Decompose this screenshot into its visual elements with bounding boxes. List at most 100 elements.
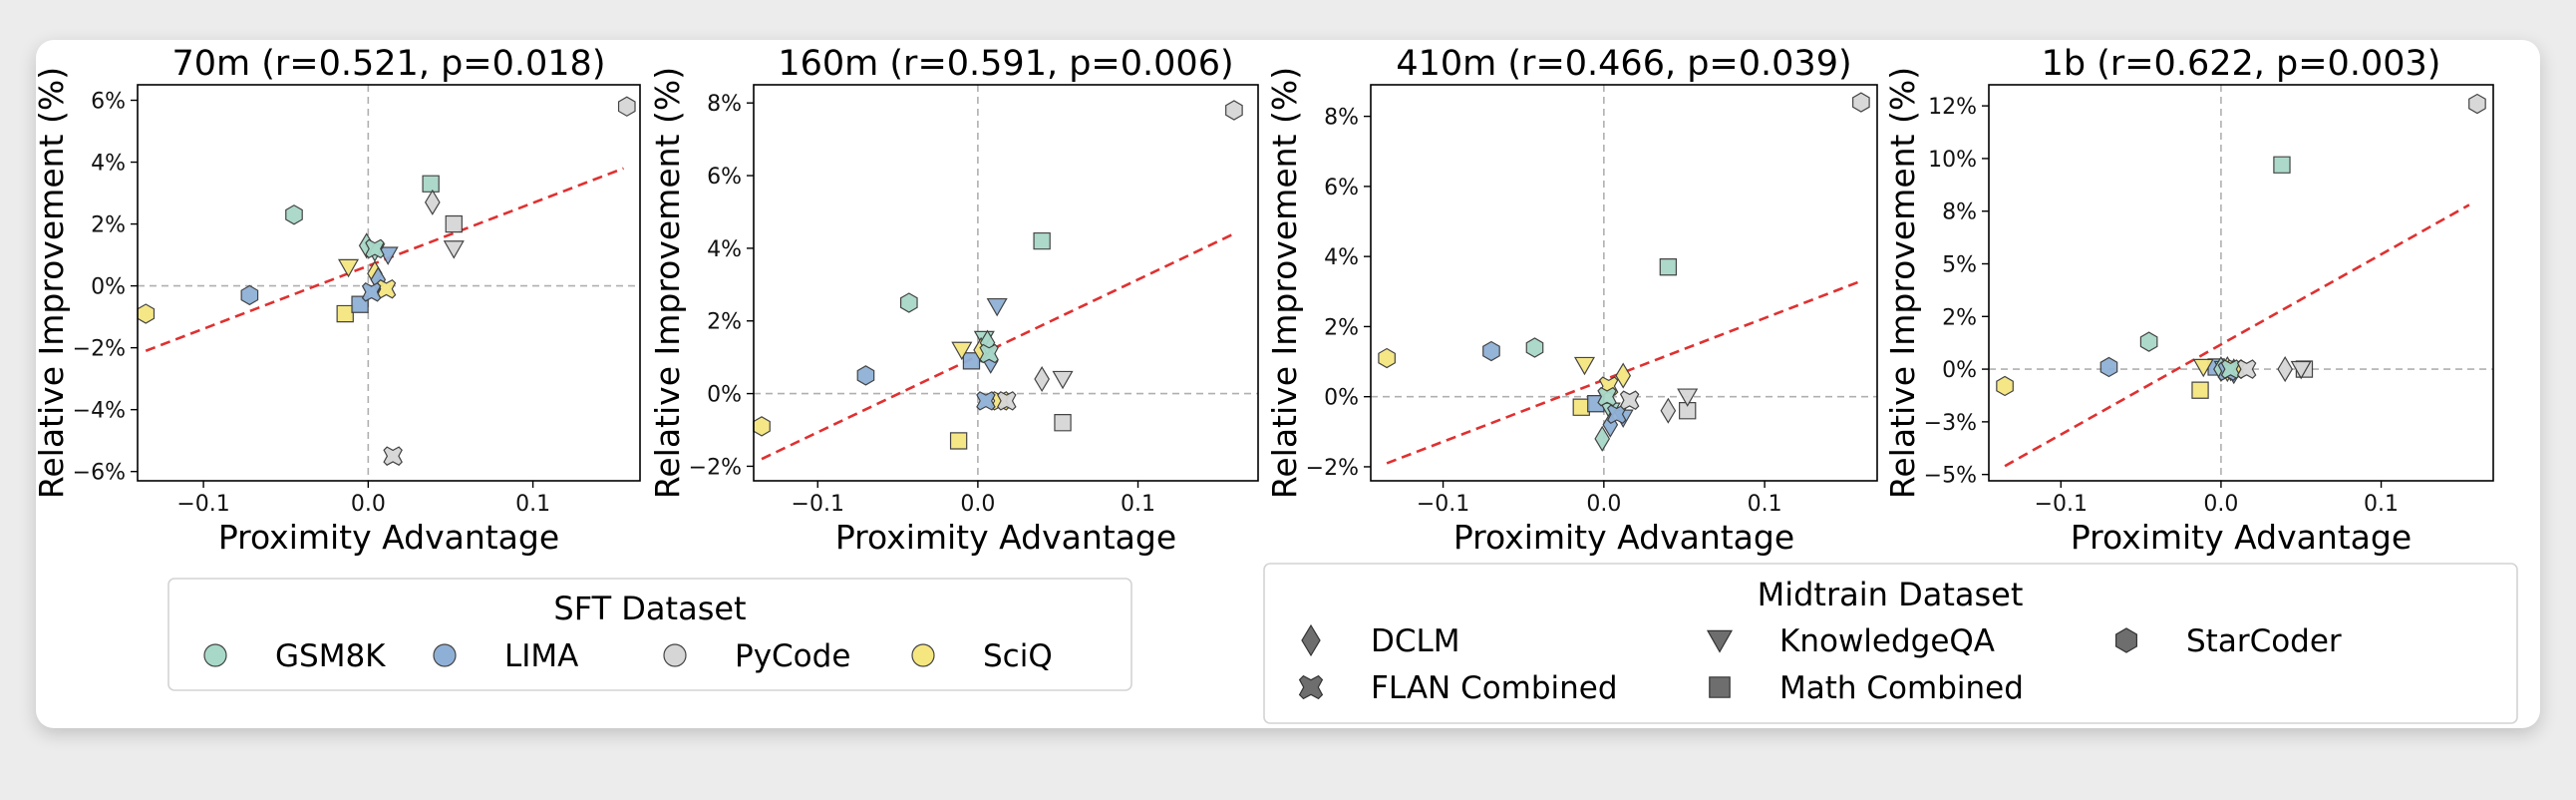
data-point (1852, 92, 1870, 113)
legend-sft-marker (203, 643, 227, 667)
y-axis-label: Relative Improvement (%) (36, 67, 71, 499)
y-tick-label: −5% (1924, 464, 1977, 489)
y-tick-label: 5% (1942, 252, 1977, 277)
y-tick-label: 10% (1928, 148, 1977, 173)
y-tick-label: −2% (73, 337, 126, 362)
data-point (1679, 402, 1697, 420)
legend-midtrain-label: KnowledgeQA (1779, 623, 1995, 659)
data-point (1378, 347, 1396, 369)
data-point (2290, 360, 2312, 380)
x-tick-label: 0.0 (960, 492, 995, 517)
y-tick-label: 12% (1928, 95, 1977, 120)
data-point (336, 304, 354, 323)
data-point (361, 282, 382, 302)
data-point (1034, 365, 1050, 393)
legend-sft-marker (433, 643, 457, 667)
fit-line (145, 167, 624, 352)
data-point (899, 292, 918, 313)
y-tick-label: −2% (1306, 456, 1359, 481)
y-tick-label: 0% (1942, 358, 1977, 383)
axes-frame (1370, 84, 1878, 482)
y-tick-label: −6% (73, 461, 126, 486)
data-point (1572, 398, 1590, 416)
x-tick-label: −0.1 (1417, 492, 1469, 517)
data-point (1482, 340, 1500, 362)
axes-frame (137, 84, 641, 482)
legend-midtrain-box (1263, 563, 2518, 724)
legend-midtrain-label: FLAN Combined (1371, 670, 1618, 706)
data-point (1052, 370, 1074, 390)
legend-midtrain: Midtrain Dataset DCLM KnowledgeQA StarCoder… (1263, 563, 2518, 724)
y-tick-label: −3% (1924, 411, 1977, 436)
fit-line (2004, 203, 2470, 468)
legend-sft-label: SciQ (983, 638, 1053, 674)
y-tick-label: 8% (1942, 200, 1977, 225)
data-point (285, 204, 303, 225)
chart-title: 70m (r=0.521, p=0.018) (172, 44, 606, 84)
y-tick-label: −2% (689, 455, 742, 480)
data-point (976, 391, 996, 411)
legend-sft-label: PyCode (735, 638, 850, 674)
data-point (2099, 356, 2118, 378)
legend-square-icon (1709, 676, 1731, 698)
y-axis-label: Relative Improvement (%) (1265, 67, 1304, 499)
y-tick-label: 0% (91, 275, 126, 300)
data-point (1573, 356, 1596, 376)
y-tick-label: 8% (1324, 106, 1359, 131)
legend-sft-label: LIMA (504, 638, 578, 674)
axes-frame (1988, 84, 2494, 482)
data-point (1660, 397, 1677, 424)
data-point (2139, 331, 2158, 352)
y-tick-label: 4% (1324, 245, 1359, 270)
y-tick-label: 2% (91, 213, 126, 238)
data-point (997, 391, 1017, 411)
data-point (376, 278, 397, 299)
data-point (1615, 362, 1632, 389)
data-point (1996, 375, 2014, 397)
figure-card: −0.1 0.0 0.1 −6% −4% −2% 0% 2% 4% 6% 70m (r=0.521,… (36, 40, 2540, 728)
data-point (986, 297, 1008, 317)
subplot-3: −0.1 0.0 0.1 −2% 0% 2% 4% 6% 8% 410m (r=0.466, p=… (1265, 44, 1878, 557)
subplot-2: −0.1 0.0 0.1 −2% 0% 2% 4% 6% 8% 160m (r=0.591, p=… (648, 44, 1259, 557)
x-tick-label: 0.0 (2203, 492, 2238, 517)
x-tick-label: −0.1 (792, 492, 844, 517)
y-tick-label: 0% (707, 383, 742, 408)
data-point (949, 432, 968, 450)
data-point (1054, 414, 1072, 432)
y-tick-label: 2% (707, 310, 742, 335)
data-point (951, 341, 973, 361)
y-tick-label: 4% (91, 152, 126, 177)
y-tick-label: 4% (707, 237, 742, 262)
data-point (1619, 390, 1640, 410)
y-axis-label: Relative Improvement (%) (648, 67, 687, 499)
data-point (422, 175, 440, 193)
axes-frame (753, 84, 1259, 482)
y-tick-label: 8% (707, 92, 742, 117)
data-point (856, 365, 875, 386)
legend-triangle-icon (1706, 629, 1734, 653)
subplot-1: −0.1 0.0 0.1 −6% −4% −2% 0% 2% 4% 6% 70m (r=0.521,… (36, 44, 641, 557)
x-axis-label: Proximity Advantage (1453, 518, 1794, 557)
data-point (2468, 93, 2486, 115)
legend-midtrain-label: DCLM (1371, 623, 1460, 659)
data-point (365, 238, 385, 259)
data-point (2191, 381, 2209, 399)
legend-midtrain-title: Midtrain Dataset (1758, 576, 2024, 613)
y-tick-label: 0% (1324, 386, 1359, 411)
data-point (617, 96, 636, 117)
legend-sft-marker (911, 643, 935, 667)
legend-x-icon (1298, 674, 1324, 700)
legend-diamond-icon (1301, 623, 1321, 657)
legend-sft-title: SFT Dataset (553, 590, 746, 627)
data-point (351, 295, 369, 313)
x-tick-label: −0.1 (2035, 492, 2088, 517)
data-point (1677, 388, 1699, 407)
data-point (2220, 359, 2241, 379)
plot-area (754, 85, 1258, 481)
data-point (337, 258, 360, 278)
data-point (2277, 356, 2293, 383)
data-point (240, 284, 259, 306)
subplot-4: −0.1 0.0 0.1 −5% −3% 0% 2% 5% 8% 10% 12% 1b (r=0.62… (1883, 44, 2494, 557)
legend-sft-box (167, 578, 1132, 691)
data-point (445, 214, 463, 233)
